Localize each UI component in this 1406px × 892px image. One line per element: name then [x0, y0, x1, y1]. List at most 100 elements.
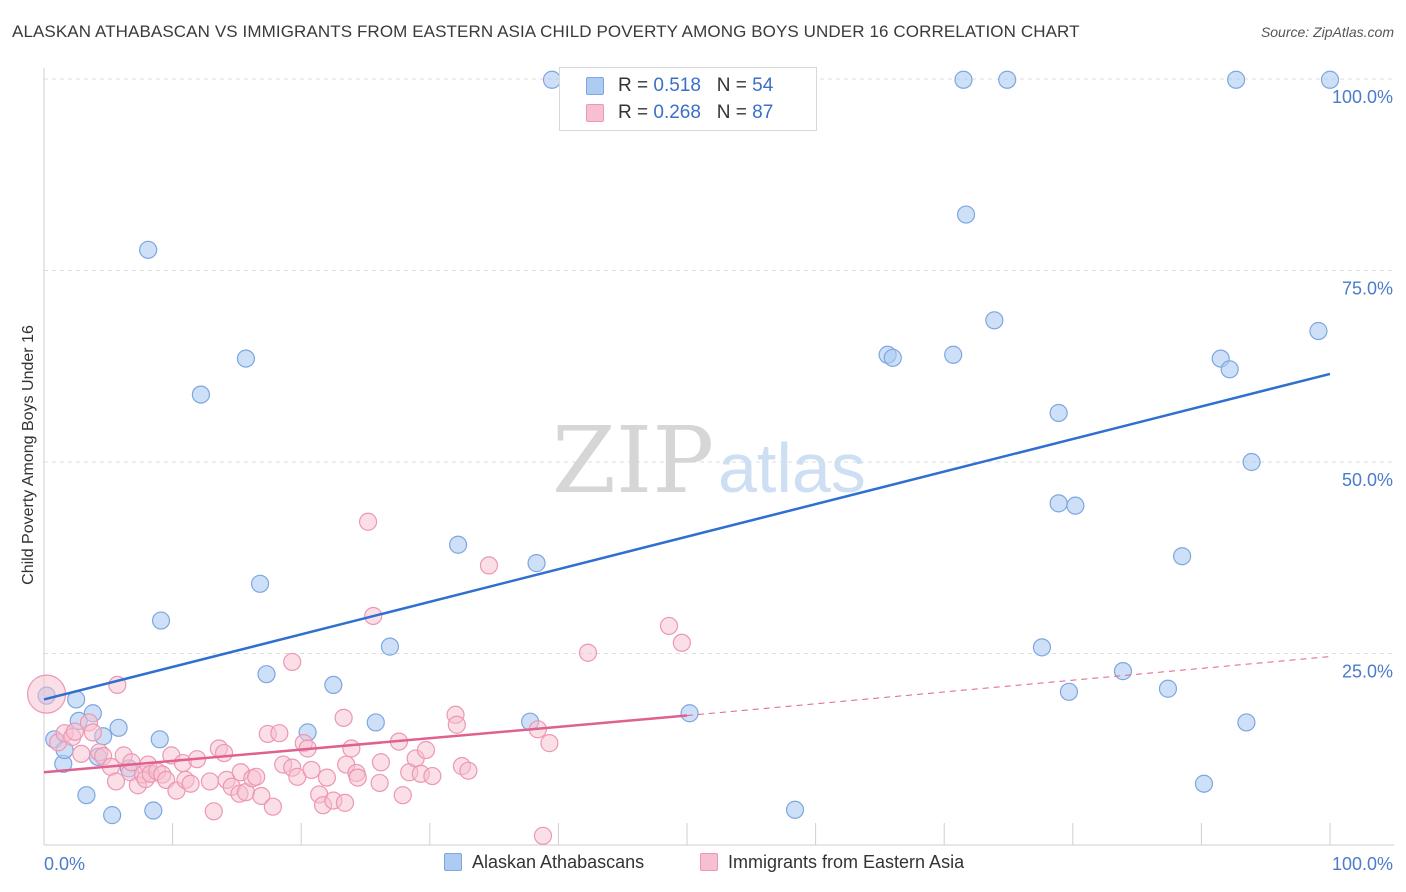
data-point-alaskan-athabascans: [1059, 682, 1079, 701]
data-point-immigrants-eastern-asia: [459, 761, 478, 780]
data-point-immigrants-eastern-asia: [317, 768, 337, 787]
data-point-alaskan-athabascans: [1032, 638, 1052, 657]
trend-line-alaskan-athabascans: [43, 372, 1331, 701]
data-point-alaskan-athabascans: [366, 713, 385, 732]
data-point-alaskan-athabascans: [103, 806, 122, 825]
y-tick-label: 50.0%: [1342, 470, 1393, 490]
data-point-alaskan-athabascans: [1237, 713, 1256, 732]
data-point-immigrants-eastern-asia: [83, 723, 102, 742]
data-point-immigrants-eastern-asia: [540, 734, 559, 753]
data-point-alaskan-athabascans: [448, 535, 468, 554]
data-point-immigrants-eastern-asia: [659, 616, 679, 636]
data-point-alaskan-athabascans: [144, 801, 163, 820]
data-point-alaskan-athabascans: [956, 205, 976, 224]
chart-title: ALASKAN ATHABASCAN VS IMMIGRANTS FROM EA…: [12, 22, 1080, 41]
data-point-alaskan-athabascans: [542, 70, 562, 89]
legend-swatch-blue: [444, 853, 462, 871]
watermark: ZIP atlas: [552, 407, 866, 514]
data-point-immigrants-eastern-asia: [214, 743, 234, 763]
data-point-immigrants-eastern-asia: [72, 744, 91, 763]
data-point-immigrants-eastern-asia: [334, 708, 353, 727]
data-point-immigrants-eastern-asia: [335, 793, 355, 812]
y-tick-label: 75.0%: [1342, 279, 1393, 299]
data-point-immigrants-eastern-asia: [302, 760, 321, 780]
legend-swatch-pink: [700, 853, 718, 871]
data-point-alaskan-athabascans: [1220, 360, 1239, 379]
data-point-alaskan-athabascans: [250, 574, 270, 593]
data-point-immigrants-eastern-asia: [252, 786, 271, 806]
data-point-alaskan-athabascans: [954, 70, 973, 89]
data-point-immigrants-eastern-asia: [204, 802, 223, 821]
axes: [43, 68, 1394, 846]
watermark-zip: ZIP: [552, 407, 714, 514]
legend-label-pink: Immigrants from Eastern Asia: [728, 852, 965, 872]
data-point-alaskan-athabascans: [109, 718, 128, 737]
y-tick-label: 25.0%: [1342, 662, 1393, 682]
data-point-alaskan-athabascans: [1173, 547, 1192, 566]
data-point-immigrants-eastern-asia: [263, 797, 283, 816]
data-point-alaskan-athabascans: [1066, 496, 1085, 515]
legend-item-immigrants-eastern-asia: Immigrants from Eastern Asia: [700, 852, 964, 873]
data-point-immigrants-eastern-asia: [200, 772, 219, 791]
data-point-immigrants-eastern-asia: [370, 773, 389, 793]
data-point-alaskan-athabascans: [1320, 70, 1340, 89]
watermark-atlas: atlas: [718, 429, 866, 507]
data-point-immigrants-eastern-asia: [181, 774, 200, 793]
legend-swatch-blue: [586, 77, 604, 95]
data-point-immigrants-eastern-asia: [416, 740, 436, 760]
correlation-legend: R = 0.518 N = 54 R = 0.268 N = 87: [559, 67, 817, 131]
data-point-alaskan-athabascans: [1158, 679, 1178, 698]
data-point-alaskan-athabascans: [1113, 662, 1133, 681]
data-point-alaskan-athabascans: [1049, 403, 1068, 423]
data-point-immigrants-eastern-asia: [247, 767, 266, 786]
data-point-alaskan-athabascans: [1194, 774, 1214, 793]
x-tick-label: 0.0%: [44, 854, 85, 874]
y-tick-labels: 25.0% 50.0% 75.0% 100.0%: [1332, 87, 1393, 682]
data-point-immigrants-eastern-asia: [479, 556, 499, 575]
data-point-immigrants-eastern-asia: [371, 753, 391, 772]
legend-swatch-pink: [586, 104, 604, 122]
source-label: Source: ZipAtlas.com: [1260, 24, 1394, 40]
data-point-immigrants-eastern-asia: [106, 772, 126, 791]
data-point-alaskan-athabascans: [77, 786, 96, 805]
data-point-immigrants-eastern-asia: [342, 739, 361, 758]
data-point-alaskan-athabascans: [1242, 452, 1261, 472]
data-point-immigrants-eastern-asia: [578, 643, 598, 662]
data-point-immigrants-eastern-asia: [348, 768, 367, 787]
data-point-alaskan-athabascans: [1309, 321, 1328, 341]
data-point-immigrants-eastern-asia: [447, 715, 466, 734]
legend-label-blue: Alaskan Athabascans: [472, 852, 645, 872]
data-point-alaskan-athabascans: [985, 311, 1004, 330]
data-point-immigrants-eastern-asia: [533, 826, 553, 845]
data-point-immigrants-eastern-asia: [423, 766, 442, 786]
data-point-immigrants-eastern-asia: [270, 724, 289, 743]
data-point-immigrants-eastern-asia: [26, 674, 67, 714]
data-point-alaskan-athabascans: [998, 70, 1017, 89]
data-point-alaskan-athabascans: [1049, 494, 1068, 513]
trend-line-immigrants-eastern-asia: [43, 714, 688, 774]
series-immigrants-eastern-asia: [26, 512, 691, 845]
data-point-immigrants-eastern-asia: [393, 786, 412, 805]
data-point-alaskan-athabascans: [257, 665, 276, 684]
data-point-alaskan-athabascans: [1227, 70, 1246, 89]
trend-line-immigrants-eastern-asia: [686, 656, 1331, 717]
data-point-alaskan-athabascans: [324, 675, 343, 695]
data-point-alaskan-athabascans: [151, 611, 171, 630]
x-tick-labels: 0.0% 100.0%: [44, 854, 1393, 874]
data-point-alaskan-athabascans: [527, 554, 546, 573]
data-point-immigrants-eastern-asia: [65, 722, 84, 741]
data-point-immigrants-eastern-asia: [358, 512, 378, 531]
data-point-alaskan-athabascans: [191, 385, 210, 404]
data-point-alaskan-athabascans: [380, 637, 400, 656]
data-point-alaskan-athabascans: [944, 345, 963, 364]
trend-lines: [43, 372, 1331, 774]
data-point-alaskan-athabascans: [236, 349, 256, 368]
x-tick-label: 100.0%: [1332, 854, 1393, 874]
legend-item-alaskan-athabascans: Alaskan Athabascans: [444, 852, 644, 873]
y-axis-label: Child Poverty Among Boys Under 16: [20, 325, 37, 585]
data-point-alaskan-athabascans: [785, 800, 805, 819]
data-point-immigrants-eastern-asia: [672, 633, 691, 652]
data-point-alaskan-athabascans: [150, 730, 169, 749]
y-tick-label: 100.0%: [1332, 87, 1393, 107]
